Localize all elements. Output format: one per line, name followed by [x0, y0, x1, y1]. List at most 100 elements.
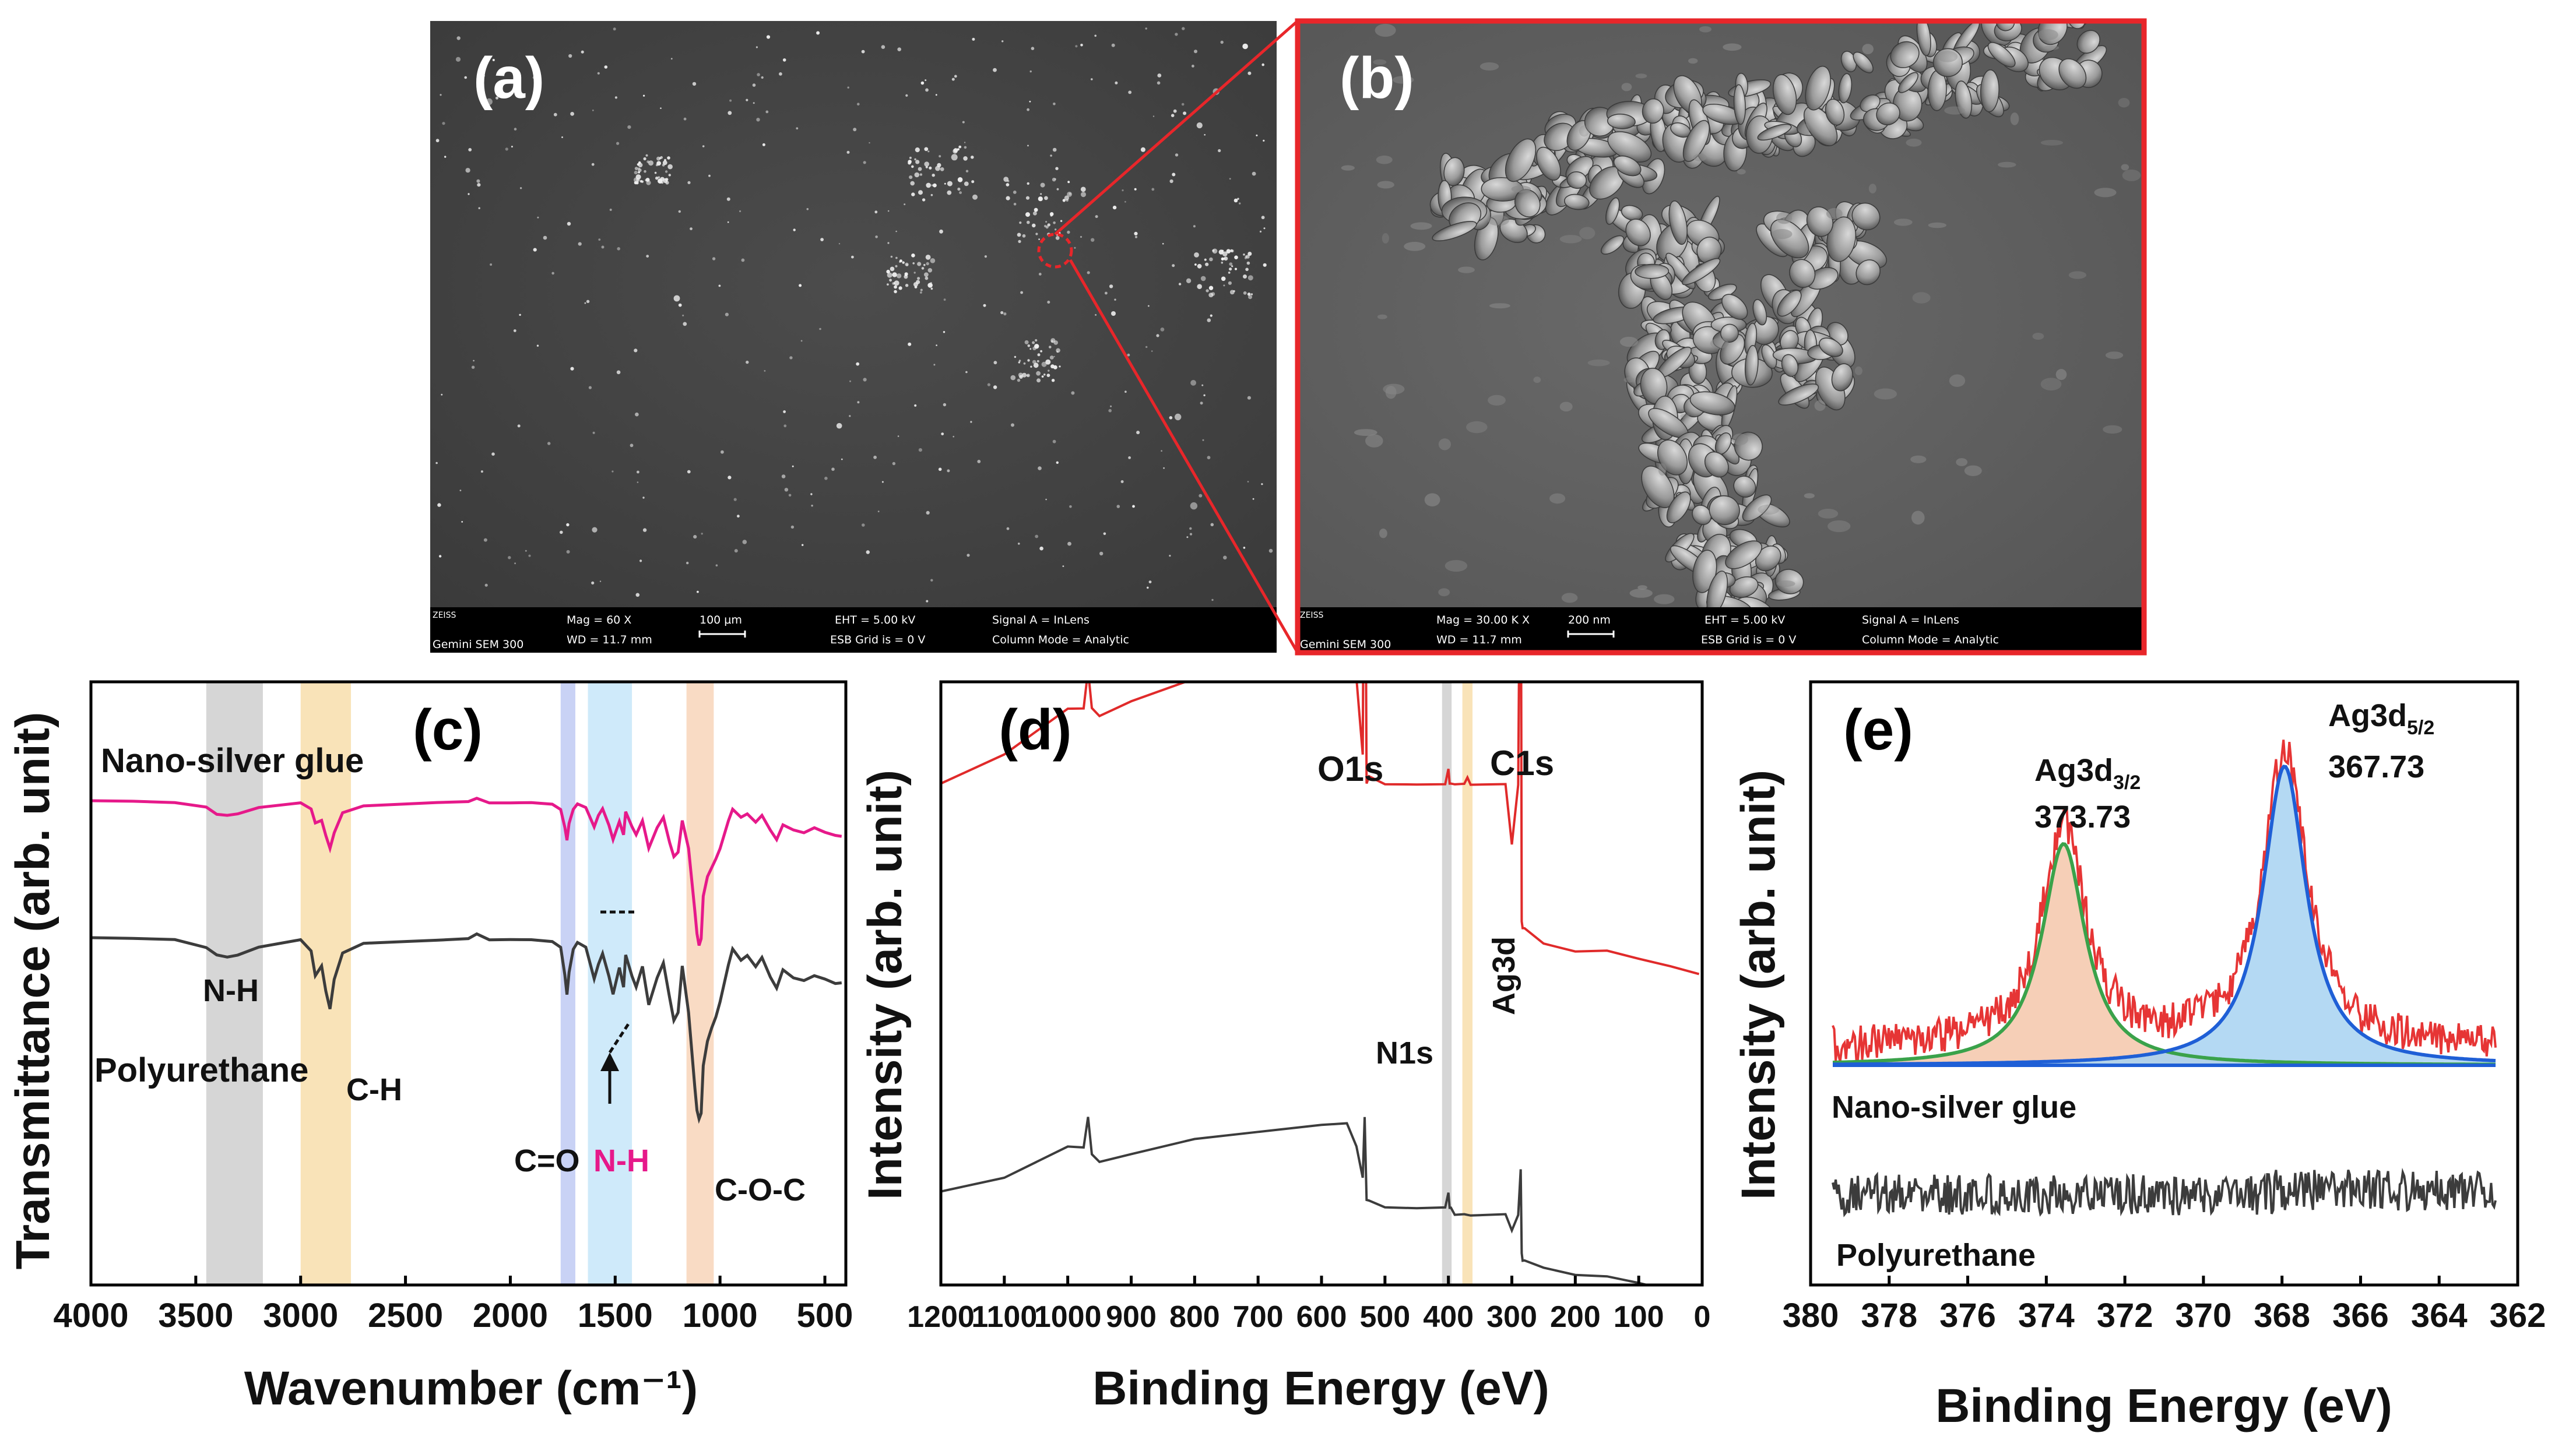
- sem-grain: [1825, 98, 1845, 126]
- sem-particle: [967, 554, 970, 557]
- sem-particle: [614, 96, 617, 99]
- sem-grain: [2058, 58, 2087, 89]
- sem-grain: [1681, 258, 1721, 286]
- sem-particle: [930, 579, 933, 582]
- sem-particle: [1247, 71, 1252, 75]
- sem-particle: [1247, 293, 1251, 296]
- sem-grain: [1801, 124, 1810, 136]
- sem-grain: [1770, 219, 1809, 259]
- scale-label: 100 µm: [700, 614, 742, 626]
- sem-particle: [1067, 192, 1072, 197]
- x-tick-label: 378: [1861, 1297, 1917, 1335]
- sem-grain: [1379, 529, 1387, 538]
- sem-particle: [1182, 27, 1185, 30]
- sem-grain: [1937, 51, 1958, 62]
- sem-particle: [1041, 361, 1047, 367]
- sem-grain: [1392, 76, 1414, 84]
- x-tick-label: 700: [1233, 1300, 1284, 1334]
- sem-grain: [2071, 21, 2086, 29]
- sem-grain: [1912, 292, 1931, 304]
- sem-grain: [1831, 363, 1853, 392]
- sem-particle: [927, 268, 933, 273]
- sem-particle: [965, 371, 968, 374]
- sem-grain: [1752, 299, 1767, 326]
- sem-particle: [742, 540, 747, 544]
- sem-particle: [862, 523, 865, 527]
- sem-particle: [1091, 238, 1095, 242]
- sem-particle: [1157, 81, 1161, 85]
- sem-particle: [1268, 548, 1273, 553]
- sem-particle: [861, 50, 865, 54]
- sem-particle: [1122, 189, 1124, 192]
- sem-particle: [642, 497, 645, 499]
- sem-particle: [851, 255, 854, 259]
- sem-particle: [528, 554, 531, 557]
- sem-particle: [911, 254, 915, 258]
- zoom-line-bottom: [1069, 259, 1299, 654]
- sem-grain: [1789, 259, 1816, 288]
- sem-particle: [962, 121, 965, 124]
- ftir-annotation-ch: C-H: [346, 1072, 402, 1107]
- x-tick-label: 0: [1694, 1300, 1711, 1334]
- sem-particle: [519, 187, 522, 189]
- sem-particle: [1066, 199, 1069, 202]
- sem-grain: [1629, 589, 1653, 598]
- sem-particle: [1000, 311, 1004, 315]
- sem-particle: [686, 561, 689, 565]
- sem-image-a: [430, 21, 1277, 607]
- sem-particle: [972, 37, 975, 41]
- sem-grain: [1744, 345, 1759, 386]
- sem-particle: [612, 470, 614, 473]
- sem-info-bar-b: ZEISS Gemini SEM 300 Mag = 30.00 K X WD …: [1298, 607, 2144, 653]
- sem-particle: [1221, 261, 1224, 264]
- sem-particle: [1200, 276, 1206, 281]
- sem-particle: [816, 31, 820, 35]
- sem-grain: [1341, 165, 1355, 171]
- sem-particle: [591, 581, 595, 585]
- peak-fit-line: [1833, 765, 2496, 1066]
- sem-particle: [634, 177, 639, 183]
- sem-particle: [729, 99, 732, 102]
- sem-particle: [1018, 240, 1021, 243]
- sem-particle: [1190, 502, 1198, 510]
- sem-particle: [591, 163, 595, 166]
- sem-particle: [819, 328, 821, 330]
- sem-grain: [1890, 41, 1920, 68]
- sem-particle: [592, 431, 595, 434]
- scale-label: 200 nm: [1568, 614, 1611, 626]
- sem-particle: [1055, 167, 1059, 170]
- sem-particle: [634, 167, 638, 170]
- sem-particle: [1252, 171, 1256, 176]
- x-tick-label: 100: [1614, 1300, 1664, 1334]
- sem-particle: [908, 342, 912, 346]
- sem-particle: [935, 94, 937, 96]
- sem-particle: [784, 488, 789, 492]
- sem-particle: [737, 515, 740, 518]
- sem-particle: [492, 59, 495, 61]
- sem-particle: [943, 298, 946, 301]
- sem-particle: [1181, 103, 1185, 106]
- sem-particle: [993, 385, 997, 389]
- sem-grain: [1706, 571, 1728, 607]
- sem-particle: [715, 564, 718, 566]
- sem-particle: [890, 266, 895, 272]
- sem-particle: [863, 161, 866, 164]
- sem-grain: [2068, 271, 2087, 279]
- sem-particle: [630, 443, 634, 448]
- sem-particle: [886, 269, 890, 274]
- sem-particle: [1120, 480, 1124, 483]
- sem-particle: [477, 183, 481, 187]
- sem-particle: [898, 286, 902, 290]
- sem-particle: [1030, 365, 1032, 368]
- sem-particle: [456, 36, 461, 40]
- sem-particle: [1067, 230, 1070, 234]
- sem-particle: [925, 276, 929, 280]
- sem-particle: [1045, 221, 1048, 223]
- sem-particle: [841, 458, 843, 460]
- sem-particle: [917, 277, 920, 280]
- sem-particle: [1175, 153, 1179, 157]
- sem-particle: [892, 462, 896, 466]
- sem-particle: [916, 280, 920, 284]
- sem-particle: [779, 72, 782, 76]
- sem-grain: [1998, 161, 2016, 168]
